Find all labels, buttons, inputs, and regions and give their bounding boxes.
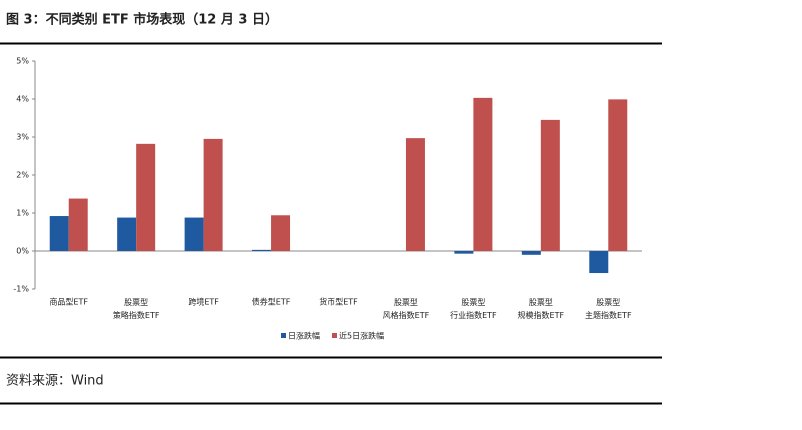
bar bbox=[252, 249, 272, 251]
chart-title: 图 3：不同类别 ETF 市场表现（12 月 3 日） bbox=[6, 12, 278, 28]
y-tick-label: -1% bbox=[13, 285, 29, 294]
bar bbox=[136, 143, 156, 251]
source: 资料来源：Wind bbox=[6, 374, 104, 389]
bar bbox=[203, 138, 223, 251]
bar bbox=[540, 119, 560, 252]
bar bbox=[454, 251, 474, 254]
bar bbox=[49, 216, 69, 251]
y-tick-label: 1% bbox=[16, 209, 29, 218]
y-tick-label: 3% bbox=[16, 133, 29, 142]
x-tick-label: 商品型ETF bbox=[49, 297, 88, 307]
bar bbox=[117, 217, 137, 251]
bar bbox=[271, 215, 291, 251]
y-tick-label: 4% bbox=[16, 95, 29, 104]
x-tick-label: 股票型风格指数ETF bbox=[383, 298, 430, 320]
bar bbox=[473, 97, 493, 251]
x-tick-label: 股票型主题指数ETF bbox=[585, 298, 632, 320]
x-tick-label: 股票型行业指数ETF bbox=[450, 298, 497, 320]
x-tick-label: 股票型规模指数ETF bbox=[518, 298, 565, 320]
bar bbox=[589, 251, 609, 274]
y-tick-label: 2% bbox=[16, 171, 29, 180]
x-tick-label: 股票型策略指数ETF bbox=[113, 298, 160, 320]
x-tick-label: 跨境ETF bbox=[188, 297, 219, 307]
bar bbox=[521, 251, 541, 255]
bar bbox=[608, 99, 628, 251]
y-tick-label: 5% bbox=[16, 57, 29, 66]
x-tick-label: 债券型ETF bbox=[252, 297, 291, 307]
bar bbox=[405, 138, 425, 251]
bar bbox=[184, 217, 204, 251]
y-tick-label: 0% bbox=[16, 247, 29, 256]
bar bbox=[68, 198, 88, 251]
legend-swatch bbox=[281, 333, 286, 338]
x-tick-label: 货币型ETF bbox=[319, 297, 358, 307]
legend-label: 近5日涨跌幅 bbox=[339, 331, 384, 341]
legend-swatch bbox=[332, 333, 337, 338]
legend-label: 日涨跌幅 bbox=[288, 331, 320, 341]
